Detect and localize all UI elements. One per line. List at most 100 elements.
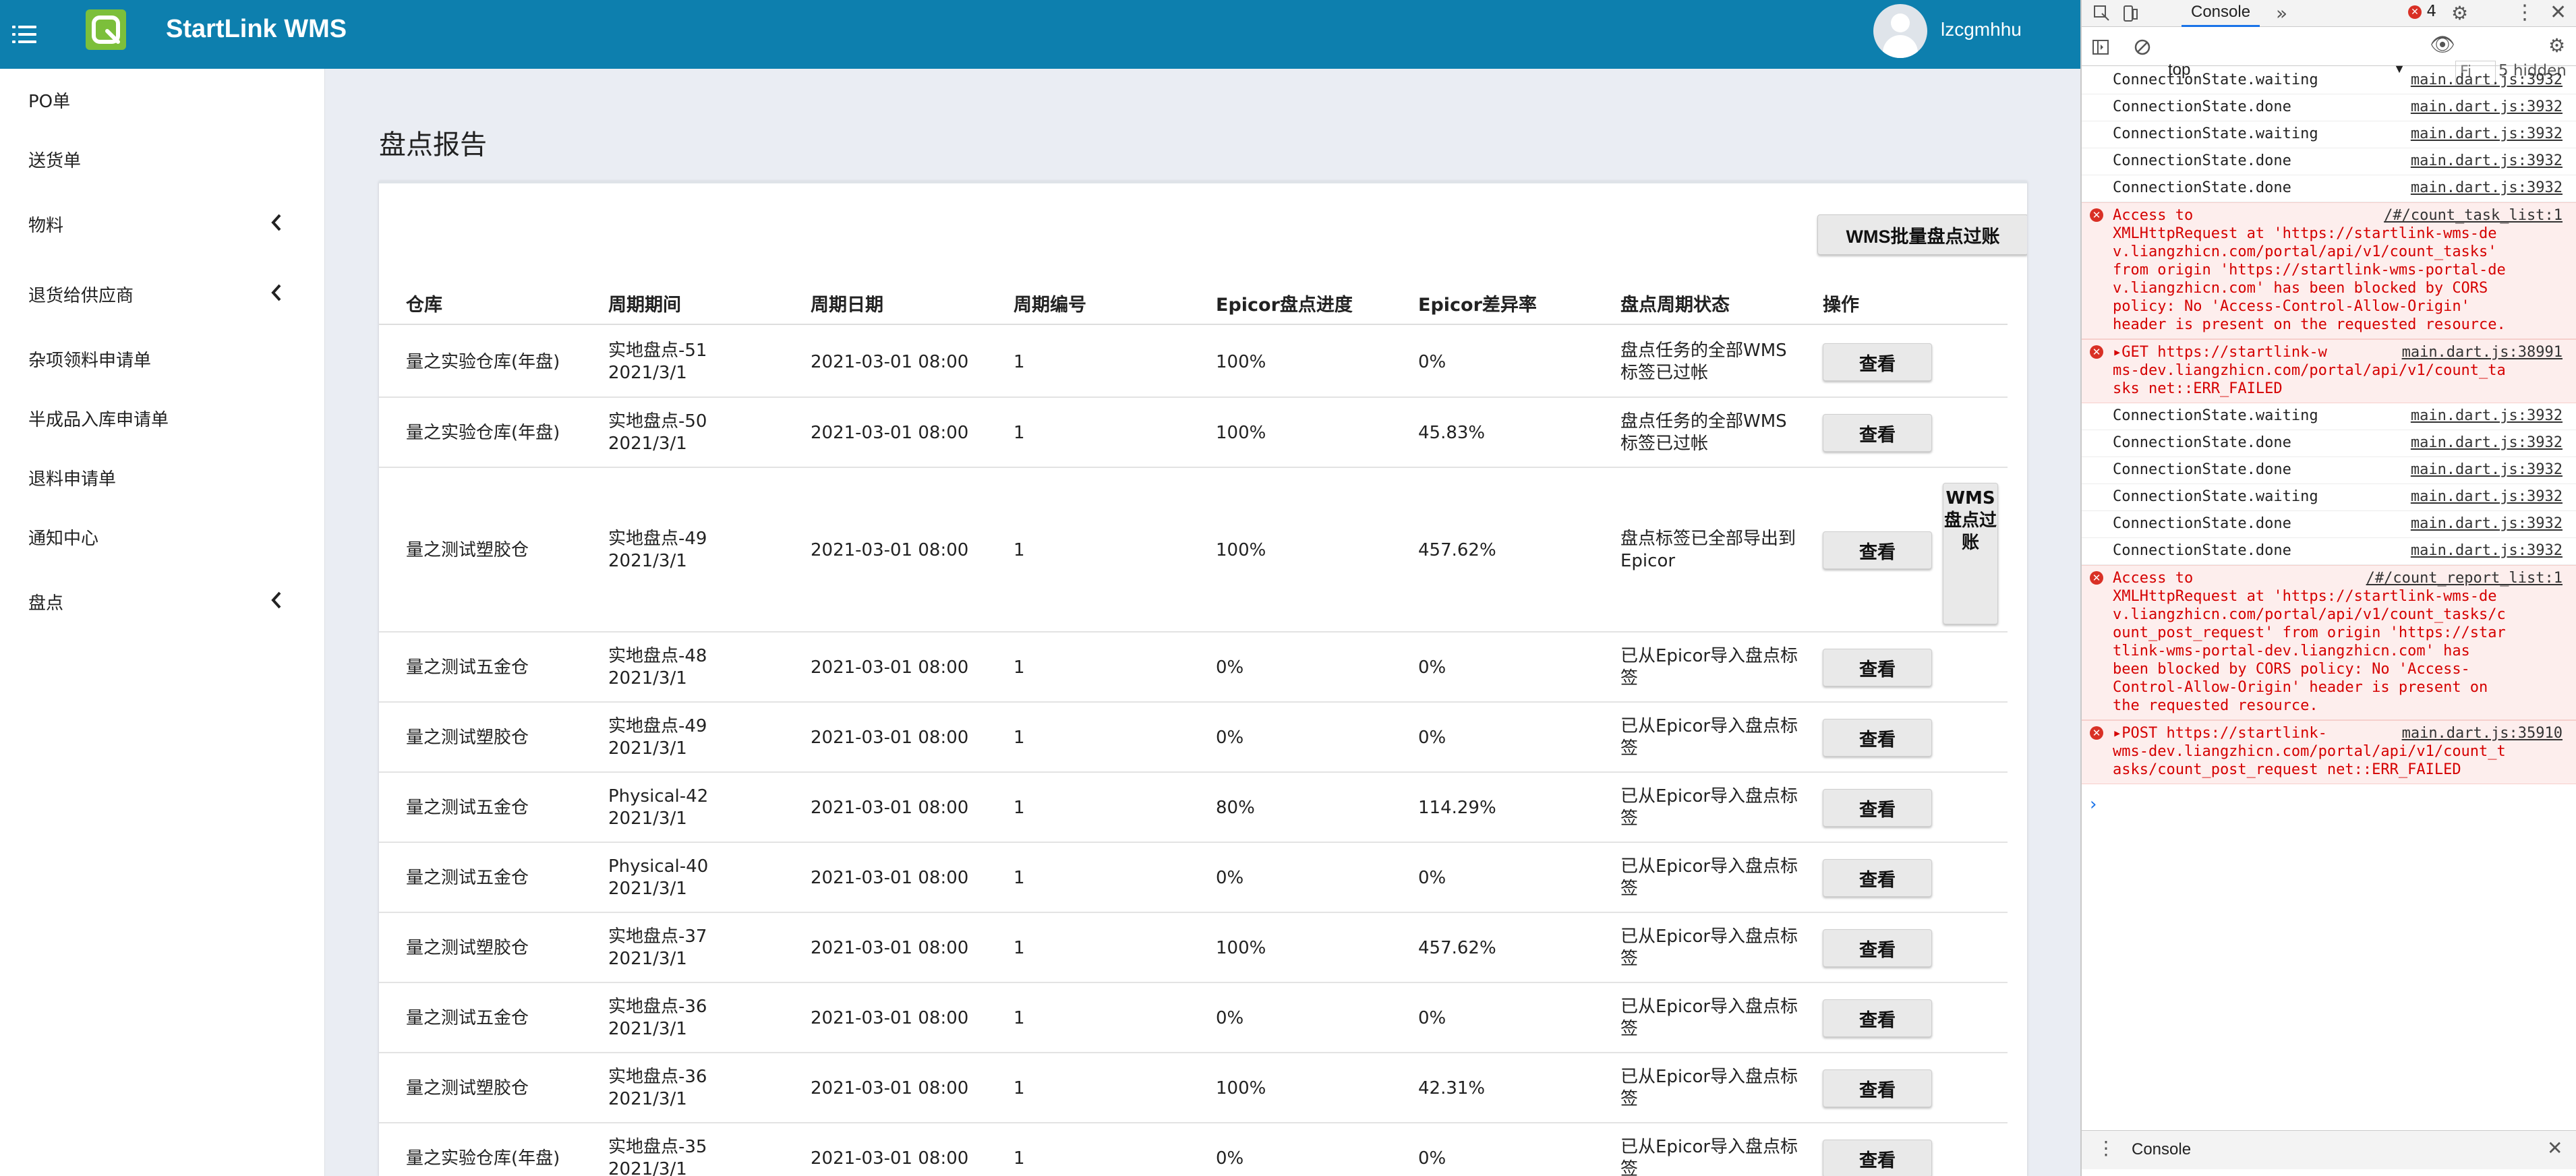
console-log-entry: ConnectionState.done main.dart.js:3932 xyxy=(2082,175,2576,202)
more-tabs-icon[interactable]: » xyxy=(2276,2,2288,24)
log-source-link[interactable]: main.dart.js:3932 xyxy=(2410,461,2563,478)
chevron-left-icon xyxy=(271,214,281,231)
sidebar-item-label: 退货给供应商 xyxy=(28,286,134,306)
view-button[interactable]: 查看 xyxy=(1823,789,1932,827)
log-source-link[interactable]: /#/count_report_list:1 xyxy=(2366,570,2563,587)
cell-progress: 0% xyxy=(1216,1148,1244,1169)
view-button[interactable]: 查看 xyxy=(1823,531,1932,569)
log-source-link[interactable]: main.dart.js:3932 xyxy=(2410,179,2563,196)
sidebar-item-delivery[interactable]: 送货单 xyxy=(0,131,325,185)
cell-warehouse: 量之测试塑胶仓 xyxy=(406,938,529,958)
cell-variance: 0% xyxy=(1418,1008,1446,1028)
cell-date: 2021-03-01 08:00 xyxy=(811,657,969,678)
log-source-link[interactable]: main.dart.js:3932 xyxy=(2410,515,2563,532)
column-header: 周期日期 xyxy=(811,295,883,316)
cell-status: 已从Epicor导入盘点标签 xyxy=(1620,716,1798,759)
log-source-link[interactable]: main.dart.js:3932 xyxy=(2410,488,2563,505)
console-prompt-icon[interactable]: › xyxy=(2090,794,2097,815)
sidebar-toggle-icon[interactable] xyxy=(2091,38,2110,57)
cell-variance: 0% xyxy=(1418,352,1446,372)
table-row: 量之实验仓库(年盘) 实地盘点-51 2021/3/1 2021-03-01 08:… xyxy=(379,326,2008,398)
view-button[interactable]: 查看 xyxy=(1823,999,1932,1037)
log-source-link[interactable]: main.dart.js:35910 xyxy=(2401,725,2563,742)
user-avatar-icon[interactable] xyxy=(1873,4,1927,58)
view-button[interactable]: 查看 xyxy=(1823,414,1932,452)
view-button[interactable]: 查看 xyxy=(1823,929,1932,967)
cell-warehouse: 量之测试五金仓 xyxy=(406,657,529,678)
sidebar-item-return-material[interactable]: 退料申请单 xyxy=(0,449,325,503)
cell-period: 实地盘点-36 2021/3/1 xyxy=(608,997,707,1039)
column-header: 操作 xyxy=(1823,295,1859,316)
cell-date: 2021-03-01 08:00 xyxy=(811,1008,969,1028)
log-message: ConnectionState.done xyxy=(2113,152,2291,169)
username[interactable]: lzcgmhhu xyxy=(1941,19,2022,40)
cell-warehouse: 量之测试塑胶仓 xyxy=(406,540,529,560)
menu-icon[interactable] xyxy=(12,22,38,47)
close-icon[interactable]: ✕ xyxy=(2550,1,2567,24)
view-button[interactable]: 查看 xyxy=(1823,859,1932,897)
view-button[interactable]: 查看 xyxy=(1823,649,1932,686)
log-source-link[interactable]: main.dart.js:3932 xyxy=(2410,152,2563,169)
cell-warehouse: 量之测试五金仓 xyxy=(406,798,529,818)
log-message: ConnectionState.done xyxy=(2113,434,2291,451)
cell-progress: 100% xyxy=(1216,938,1266,958)
drawer-close-icon[interactable]: ✕ xyxy=(2547,1137,2563,1159)
drawer-title[interactable]: Console xyxy=(2132,1140,2192,1158)
console-error-entry: ✕ ▸POST https://startlink- wms-dev.liangz… xyxy=(2082,720,2576,784)
console-settings-gear-icon[interactable]: ⚙ xyxy=(2548,34,2566,57)
filter-input[interactable]: Fi xyxy=(2455,61,2496,85)
log-message: ConnectionState.done xyxy=(2113,515,2291,532)
log-source-link[interactable]: main.dart.js:3932 xyxy=(2410,71,2563,88)
cell-status: 盘点标签已全部导出到Epicor xyxy=(1620,529,1796,571)
batch-post-button[interactable]: WMS批量盘点过账 xyxy=(1817,214,2027,255)
log-source-link[interactable]: main.dart.js:3932 xyxy=(2410,542,2563,559)
sidebar-item-notifications[interactable]: 通知中心 xyxy=(0,508,325,562)
sidebar-item-misc-issue[interactable]: 杂项领料申请单 xyxy=(0,330,325,384)
cell-period: 实地盘点-49 2021/3/1 xyxy=(608,529,707,571)
log-message: ▸GET https://startlink-w ms-dev.liangzhi… xyxy=(2113,344,2506,397)
cell-progress: 100% xyxy=(1216,1078,1266,1098)
inspect-element-icon[interactable] xyxy=(2092,4,2111,23)
cell-status: 盘点任务的全部WMS标签已过帐 xyxy=(1620,411,1787,454)
settings-gear-icon[interactable]: ⚙ xyxy=(2451,2,2469,24)
cell-number: 1 xyxy=(1014,657,1025,678)
log-source-link[interactable]: main.dart.js:3932 xyxy=(2410,98,2563,115)
column-header: Epicor差异率 xyxy=(1418,295,1537,316)
sidebar-item-stocktake[interactable]: 盘点 xyxy=(0,573,325,627)
table-row: 量之测试塑胶仓 实地盘点-49 2021/3/1 2021-03-01 08:00 1… xyxy=(379,703,2008,773)
column-header: 周期期间 xyxy=(608,295,681,316)
sidebar-item-label: 通知中心 xyxy=(28,529,99,549)
drawer-menu-icon[interactable]: ⋮ xyxy=(2097,1137,2115,1159)
context-select[interactable]: top ▼ xyxy=(2168,61,2419,85)
log-source-link[interactable]: /#/count_task_list:1 xyxy=(2384,207,2563,224)
log-source-link[interactable]: main.dart.js:3932 xyxy=(2410,434,2563,451)
cell-date: 2021-03-01 08:00 xyxy=(811,868,969,888)
sidebar-item-material[interactable]: 物料 xyxy=(0,196,325,249)
tab-console[interactable]: Console xyxy=(2182,0,2260,27)
dropdown-arrow-icon: ▼ xyxy=(2393,62,2405,76)
cell-progress: 100% xyxy=(1216,423,1266,443)
eye-icon[interactable]: 👁 xyxy=(2430,33,2456,57)
sidebar-item-po[interactable]: PO单 xyxy=(0,71,325,125)
devtools-panel: Console » ✕ 4 ⚙ ⋮ ✕ top ▼ 👁 Fi 5 hidden ⚙… xyxy=(2080,0,2576,1176)
kebab-menu-icon[interactable]: ⋮ xyxy=(2515,1,2535,24)
log-source-link[interactable]: main.dart.js:3932 xyxy=(2410,407,2563,424)
cell-progress: 0% xyxy=(1216,728,1244,748)
view-button[interactable]: 查看 xyxy=(1823,343,1932,381)
console-error-entry: ✕ Access to XMLHttpRequest at 'https://st… xyxy=(2082,202,2576,339)
device-toolbar-icon[interactable] xyxy=(2121,4,2140,23)
console-error-entry: ✕ Access to XMLHttpRequest at 'https://st… xyxy=(2082,565,2576,720)
log-source-link[interactable]: main.dart.js:3932 xyxy=(2410,125,2563,142)
error-count-badge[interactable]: ✕ 4 xyxy=(2408,3,2436,20)
clear-console-icon[interactable] xyxy=(2133,38,2152,57)
log-message: ConnectionState.waiting xyxy=(2113,125,2318,142)
sidebar-item-label: 物料 xyxy=(28,216,64,236)
view-button[interactable]: 查看 xyxy=(1823,1069,1932,1107)
view-button[interactable]: 查看 xyxy=(1823,719,1932,757)
wms-post-button[interactable]: WMS盘点过账 xyxy=(1943,483,1998,624)
sidebar-item-semi-finished[interactable]: 半成品入库申请单 xyxy=(0,390,325,444)
sidebar-item-label: 送货单 xyxy=(28,151,82,171)
sidebar-item-return-supplier[interactable]: 退货给供应商 xyxy=(0,266,325,320)
log-source-link[interactable]: main.dart.js:38991 xyxy=(2401,344,2563,361)
view-button[interactable]: 查看 xyxy=(1823,1140,1932,1176)
